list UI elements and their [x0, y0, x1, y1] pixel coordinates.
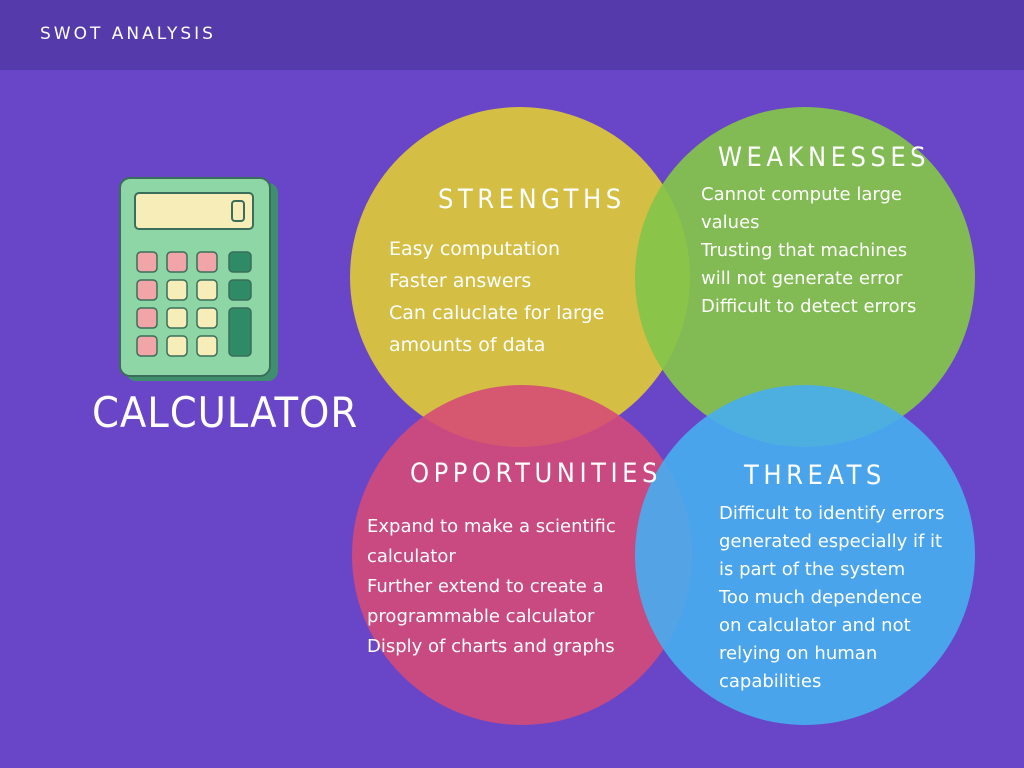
- subject-title: CALCULATOR: [92, 388, 359, 437]
- header-bar: SWOT ANALYSIS: [0, 0, 1024, 70]
- opportunities-list: Expand to make a scientific calculator F…: [367, 512, 616, 662]
- threats-item: on calculator and not: [719, 615, 911, 636]
- threats-item: relying on human: [719, 643, 878, 664]
- strengths-list: Easy computation Faster answers Can calu…: [389, 233, 604, 361]
- opportunities-circle: [352, 385, 692, 725]
- opportunities-item: Disply of charts and graphs: [367, 636, 615, 657]
- weaknesses-circle: [635, 107, 975, 447]
- opportunities-item: programmable calculator: [367, 606, 595, 627]
- threats-item: capabilities: [719, 671, 822, 692]
- opportunities-title: OPPORTUNITIES: [410, 458, 662, 489]
- threats-item: generated especially if it: [719, 531, 943, 552]
- weaknesses-item: Trusting that machines: [701, 240, 908, 261]
- strengths-item: Can caluclate for large: [389, 302, 605, 324]
- opportunities-item: Further extend to create a: [367, 576, 604, 597]
- header-title: SWOT ANALYSIS: [40, 24, 216, 44]
- threats-list: Difficult to identify errors generated e…: [719, 500, 944, 696]
- threats-circle: [635, 385, 975, 725]
- weaknesses-item: will not generate error: [701, 268, 903, 289]
- threats-item: Difficult to identify errors: [719, 503, 945, 524]
- threats-item: is part of the system: [719, 559, 906, 580]
- strengths-title: STRENGTHS: [438, 184, 626, 215]
- weaknesses-title: WEAKNESSES: [718, 142, 931, 173]
- weaknesses-item: values: [701, 212, 760, 233]
- opportunities-item: calculator: [367, 546, 456, 567]
- strengths-item: amounts of data: [389, 334, 546, 356]
- weaknesses-item: Cannot compute large: [701, 184, 902, 205]
- threats-title: THREATS: [744, 460, 886, 491]
- strengths-item: Easy computation: [389, 238, 560, 260]
- weaknesses-list: Cannot compute large values Trusting tha…: [701, 181, 916, 321]
- strengths-circle: [350, 107, 690, 447]
- strengths-item: Faster answers: [389, 270, 532, 292]
- threats-item: Too much dependence: [719, 587, 922, 608]
- weaknesses-item: Difficult to detect errors: [701, 296, 917, 317]
- opportunities-item: Expand to make a scientific: [367, 516, 616, 537]
- calculator-icon: [119, 177, 278, 381]
